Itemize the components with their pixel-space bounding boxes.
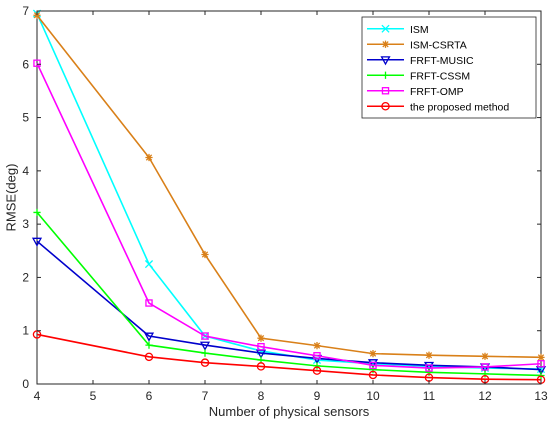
- series-frft-omp: [33, 59, 545, 372]
- data-point: [33, 11, 41, 19]
- y-tick-label: 6: [22, 57, 29, 71]
- legend-marker: [380, 56, 391, 66]
- y-tick-label: 0: [22, 377, 29, 391]
- y-tick-label: 7: [22, 4, 29, 18]
- x-tick-label: 10: [366, 389, 380, 403]
- data-point: [425, 351, 433, 359]
- y-tick-label: 2: [22, 270, 29, 284]
- legend-item-frft-music: FRFT-MUSIC: [367, 55, 474, 67]
- legend-label: FRFT-MUSIC: [410, 55, 474, 67]
- data-point: [31, 237, 43, 247]
- x-tick-label: 11: [423, 389, 436, 403]
- x-tick-label: 5: [90, 389, 97, 403]
- legend-marker: [381, 40, 390, 48]
- data-point: [481, 370, 489, 378]
- data-point: [537, 360, 545, 368]
- legend-label: ISM: [410, 24, 429, 36]
- y-tick-label: 3: [22, 217, 29, 231]
- legend-marker: [381, 87, 390, 95]
- data-point: [313, 362, 321, 370]
- x-tick-label: 8: [258, 389, 265, 403]
- legend-label: the proposed method: [410, 101, 509, 113]
- data-point: [367, 359, 379, 369]
- data-point: [145, 341, 153, 349]
- series-layer: [31, 9, 547, 384]
- data-point: [143, 332, 155, 342]
- data-point: [368, 370, 378, 380]
- data-point: [144, 352, 154, 362]
- data-point: [369, 366, 377, 374]
- data-point: [199, 341, 211, 351]
- data-point: [257, 342, 265, 351]
- y-tick-label: 4: [22, 164, 29, 178]
- data-point: [33, 208, 41, 217]
- data-point: [481, 363, 489, 371]
- data-point: [369, 361, 377, 370]
- data-point: [425, 368, 433, 376]
- legend-marker: [381, 102, 390, 111]
- data-point: [425, 364, 433, 372]
- x-tick-label: 13: [534, 389, 548, 403]
- data-point: [369, 350, 377, 358]
- x-tick-label: 9: [314, 389, 321, 403]
- data-point: [201, 349, 209, 357]
- x-tick-label: 12: [478, 389, 492, 403]
- data-point: [200, 358, 210, 367]
- data-point: [256, 362, 266, 371]
- data-point: [423, 361, 435, 372]
- legend-box: [361, 16, 537, 119]
- data-point: [313, 352, 321, 360]
- x-tick-label: 4: [34, 389, 41, 403]
- data-point: [537, 353, 545, 361]
- data-point: [201, 250, 209, 259]
- legend-item-the-proposed-method: the proposed method: [367, 101, 509, 113]
- legend-label: ISM-CSRTA: [410, 39, 467, 51]
- data-point: [312, 366, 322, 375]
- series-the-proposed-method: [32, 330, 546, 384]
- series-ism-csrta: [33, 11, 545, 361]
- series-frft-cssm: [33, 208, 545, 380]
- data-point: [33, 59, 41, 67]
- data-point: [257, 334, 265, 342]
- x-tick-label: 6: [146, 389, 153, 403]
- series-line: [36, 62, 542, 369]
- legend-item-frft-cssm: FRFT-CSSM: [367, 70, 470, 82]
- legend-label: FRFT-CSSM: [410, 70, 470, 82]
- y-tick-label: 1: [22, 324, 29, 338]
- series-line: [36, 333, 542, 381]
- x-axis-title: Number of physical sensors: [209, 404, 370, 419]
- legend-item-frft-omp: FRFT-OMP: [367, 86, 464, 98]
- legend-label: FRFT-OMP: [410, 86, 464, 98]
- data-point: [313, 342, 321, 350]
- legend-item-ism: ISM: [367, 24, 429, 36]
- y-axis-title: RMSE(deg): [3, 164, 18, 232]
- legend-marker: [381, 71, 390, 79]
- data-point: [145, 153, 153, 162]
- data-point: [537, 371, 545, 380]
- data-point: [144, 260, 154, 269]
- y-tick-label: 5: [22, 111, 29, 125]
- legend-marker: [381, 24, 390, 33]
- data-point: [481, 352, 489, 360]
- legend: ISM ISM-CSRTA FRFT-MUSIC FRFT-CSSM FRFT-OMP t…: [361, 16, 537, 119]
- legend-item-ism-csrta: ISM-CSRTA: [367, 39, 467, 51]
- data-point: [201, 332, 209, 340]
- data-point: [145, 299, 153, 307]
- x-tick-label: 7: [202, 389, 209, 403]
